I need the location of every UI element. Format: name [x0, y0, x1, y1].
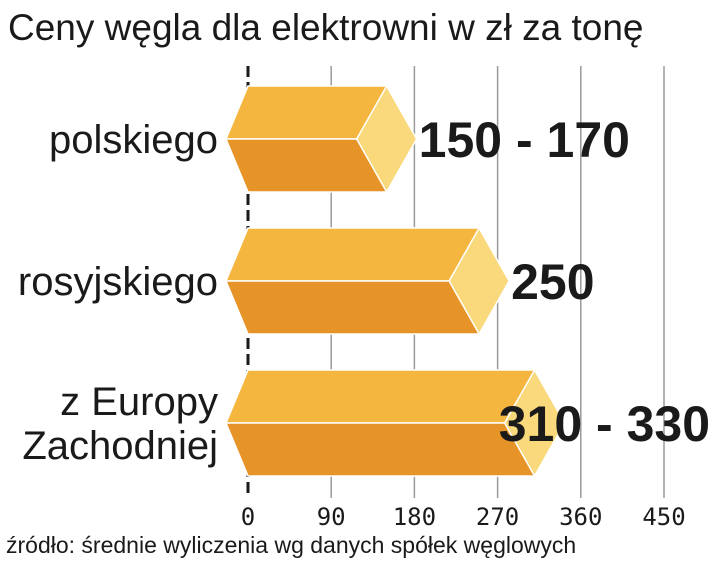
category-label: Zachodniej	[22, 424, 218, 468]
bar-face-bottom	[224, 280, 480, 335]
bar	[224, 84, 418, 194]
x-axis-ticks: 0 90 180 270 360 450	[241, 503, 686, 531]
bar	[224, 226, 510, 336]
value-label: 310 - 330	[499, 396, 710, 452]
x-tick-label: 90	[317, 503, 346, 531]
x-tick-label: 270	[476, 503, 519, 531]
bar-face-top	[224, 369, 536, 424]
x-tick-label: 360	[559, 503, 602, 531]
category-label: z Europy	[60, 380, 218, 424]
value-label: 250	[511, 254, 594, 310]
x-tick-label: 0	[241, 503, 255, 531]
source-note: źródło: średnie wyliczenia wg danych spó…	[6, 532, 576, 558]
category-label: rosyjskiego	[18, 260, 218, 304]
x-tick-label: 450	[642, 503, 685, 531]
bar-end-cap	[448, 226, 510, 336]
category-label: polskiego	[49, 118, 218, 162]
chart-title: Ceny węgla dla elektrowni w zł za tonę	[8, 7, 644, 48]
x-tick-label: 180	[393, 503, 436, 531]
value-label: 150 - 170	[419, 112, 630, 168]
bar-face-top	[224, 227, 480, 282]
bars-group	[224, 84, 566, 478]
bar	[224, 368, 566, 478]
bar-end-cap	[503, 368, 566, 478]
bar-end-cap	[355, 84, 418, 194]
labels-group: polskiego 150 - 170 rosyjskiego 250 z Europy…	[18, 112, 710, 468]
bar-face-bottom	[224, 422, 536, 477]
